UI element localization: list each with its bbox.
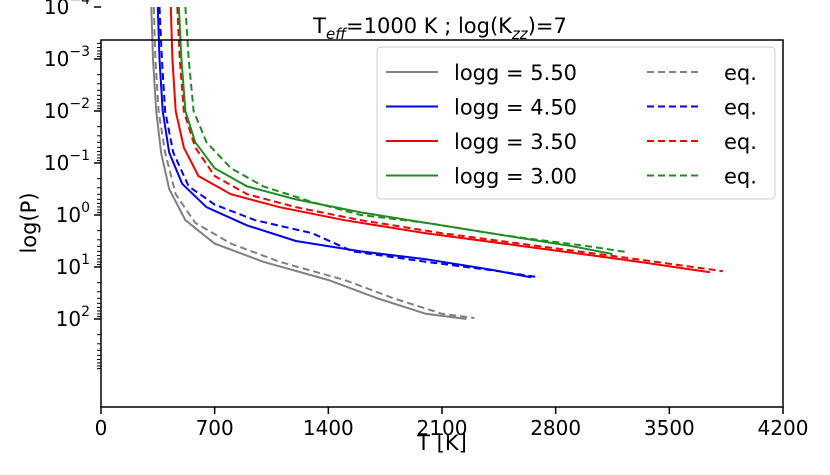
legend-box — [376, 46, 776, 200]
legend-entry-label: logg = 4.50 — [454, 96, 577, 120]
series-line-8 — [184, 6, 629, 254]
series-line-5 — [169, 6, 711, 274]
legend-entry-label: eq. — [724, 96, 757, 120]
series-line-1 — [150, 6, 467, 320]
y-tick-label: 10−4 — [44, 0, 90, 19]
x-axis-label: T [K] — [416, 431, 467, 455]
y-tick-label: 100 — [56, 200, 90, 227]
legend-entry-label: logg = 5.50 — [454, 61, 577, 85]
legend: logg = 5.50 eq. logg = 4.50 eq. logg = 3.50 e… — [376, 46, 776, 200]
series-line-7 — [177, 6, 613, 255]
y-tick-label: 10−1 — [44, 148, 90, 175]
x-tick-label: 4200 — [758, 416, 809, 440]
x-tick-label: 0 — [95, 416, 108, 440]
y-tick-label: 10−3 — [44, 44, 90, 71]
legend-entry-label: eq. — [724, 165, 757, 189]
x-tick-label: 3500 — [644, 416, 695, 440]
y-axis-label: log(P) — [17, 192, 41, 253]
legend-entry-label: eq. — [724, 130, 757, 154]
x-axis-ticks: 0 700 1400 2100 2800 3500 4200 — [95, 407, 809, 440]
x-tick-label: 700 — [196, 416, 234, 440]
y-tick-label: 102 — [56, 304, 90, 331]
series-line-4 — [158, 6, 540, 279]
legend-entry-label: logg = 3.00 — [454, 165, 577, 189]
x-tick-label: 2800 — [530, 416, 581, 440]
y-axis-ticks: 10−4 10−3 10−2 10−1 100 101 102 — [44, 0, 101, 370]
y-tick-label: 10−2 — [44, 96, 90, 123]
series-lines — [150, 6, 724, 320]
series-line-3 — [156, 6, 532, 279]
series-line-2 — [152, 6, 475, 319]
legend-entry-label: eq. — [724, 61, 757, 85]
x-tick-label: 1400 — [303, 416, 354, 440]
legend-entry-label: logg = 3.50 — [454, 130, 577, 154]
chart-title: Teff=1000 K ; log(Kzz)=7 — [312, 14, 567, 43]
x-tick-label: 2100 — [417, 416, 468, 440]
y-tick-label: 101 — [56, 252, 90, 279]
